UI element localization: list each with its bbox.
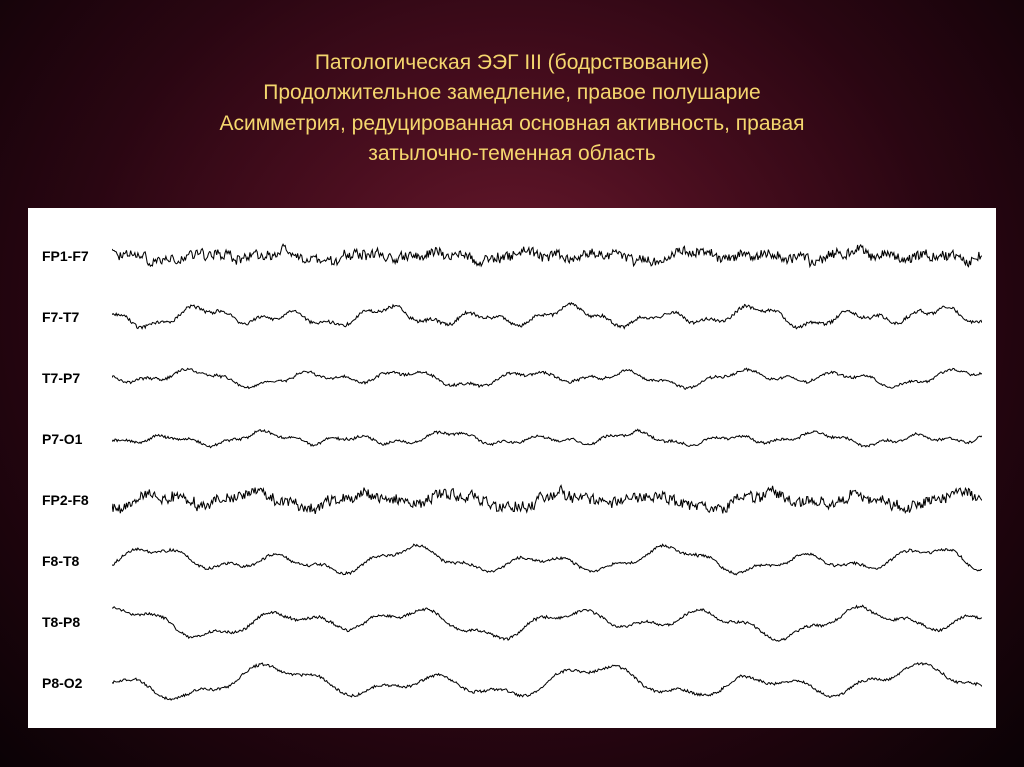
trace-path (112, 486, 982, 514)
channel-label: T7-P7 (42, 370, 112, 386)
trace-wrap (112, 348, 982, 408)
trace-path (112, 245, 982, 267)
trace-path (112, 606, 982, 642)
eeg-channel-row: P8-O2 (42, 653, 982, 714)
eeg-trace (112, 226, 982, 286)
trace-wrap (112, 531, 982, 591)
trace-path (112, 663, 982, 700)
eeg-trace (112, 287, 982, 347)
trace-wrap (112, 287, 982, 347)
eeg-panel: FP1-F7 F7-T7 T7-P7 P7-O1 FP2-F8 F8-T8 T8-P8 P8-… (28, 208, 996, 728)
eeg-channel-row: T7-P7 (42, 348, 982, 409)
title-line-3: Асимметрия, редуцированная основная акти… (0, 109, 1024, 139)
eeg-trace (112, 531, 982, 591)
channel-label: FP1-F7 (42, 248, 112, 264)
eeg-channel-row: F7-T7 (42, 287, 982, 348)
trace-wrap (112, 226, 982, 286)
title-line-1: Патологическая ЭЭГ III (бодрствование) (0, 48, 1024, 78)
eeg-channel-row: T8-P8 (42, 592, 982, 653)
eeg-channel-row: F8-T8 (42, 531, 982, 592)
title-line-4: затылочно-теменная область (0, 139, 1024, 169)
trace-path (112, 544, 982, 575)
title-line-2: Продолжительное замедление, правое полуш… (0, 78, 1024, 108)
eeg-trace (112, 592, 982, 652)
channel-label: P8-O2 (42, 675, 112, 691)
channel-label: T8-P8 (42, 614, 112, 630)
trace-path (112, 303, 982, 329)
channel-label: FP2-F8 (42, 492, 112, 508)
channel-label: F8-T8 (42, 553, 112, 569)
eeg-channel-row: FP1-F7 (42, 226, 982, 287)
slide-title-block: Патологическая ЭЭГ III (бодрствование) П… (0, 0, 1024, 190)
eeg-trace (112, 409, 982, 469)
channel-label: F7-T7 (42, 309, 112, 325)
eeg-trace (112, 470, 982, 530)
eeg-trace (112, 348, 982, 408)
channel-label: P7-O1 (42, 431, 112, 447)
trace-wrap (112, 653, 982, 713)
eeg-trace (112, 653, 982, 713)
trace-path (112, 369, 982, 390)
trace-wrap (112, 592, 982, 652)
trace-wrap (112, 470, 982, 530)
trace-wrap (112, 409, 982, 469)
eeg-channel-row: P7-O1 (42, 409, 982, 470)
trace-path (112, 430, 982, 448)
eeg-channel-row: FP2-F8 (42, 470, 982, 531)
